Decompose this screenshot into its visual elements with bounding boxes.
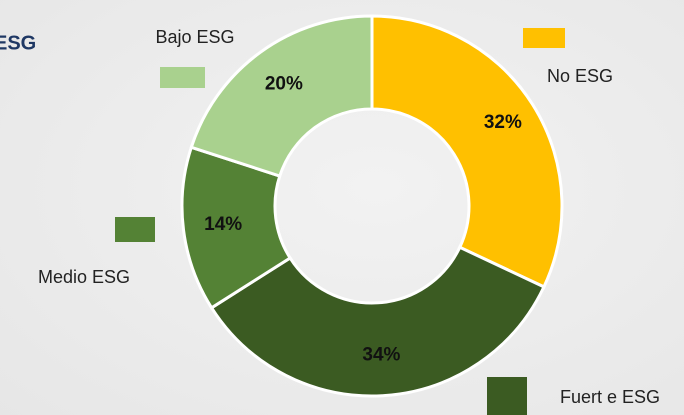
chart-title: ESG [0,32,36,54]
legend-swatch [160,67,205,88]
value-label: 14% [204,214,242,235]
legend-swatch [487,377,527,415]
donut-slice [209,245,546,398]
legend-swatch [115,217,155,242]
legend-label: Fuert e ESG [560,387,660,407]
legend-label: Medio ESG [38,267,130,287]
legend-swatch [523,28,565,48]
value-label: 20% [265,74,303,95]
legend-label: No ESG [547,66,613,86]
value-label: 34% [362,345,400,366]
donut-slice [370,14,564,289]
value-label: 32% [484,112,522,133]
legend-label: Bajo ESG [155,27,234,47]
donut-slice [189,14,374,178]
